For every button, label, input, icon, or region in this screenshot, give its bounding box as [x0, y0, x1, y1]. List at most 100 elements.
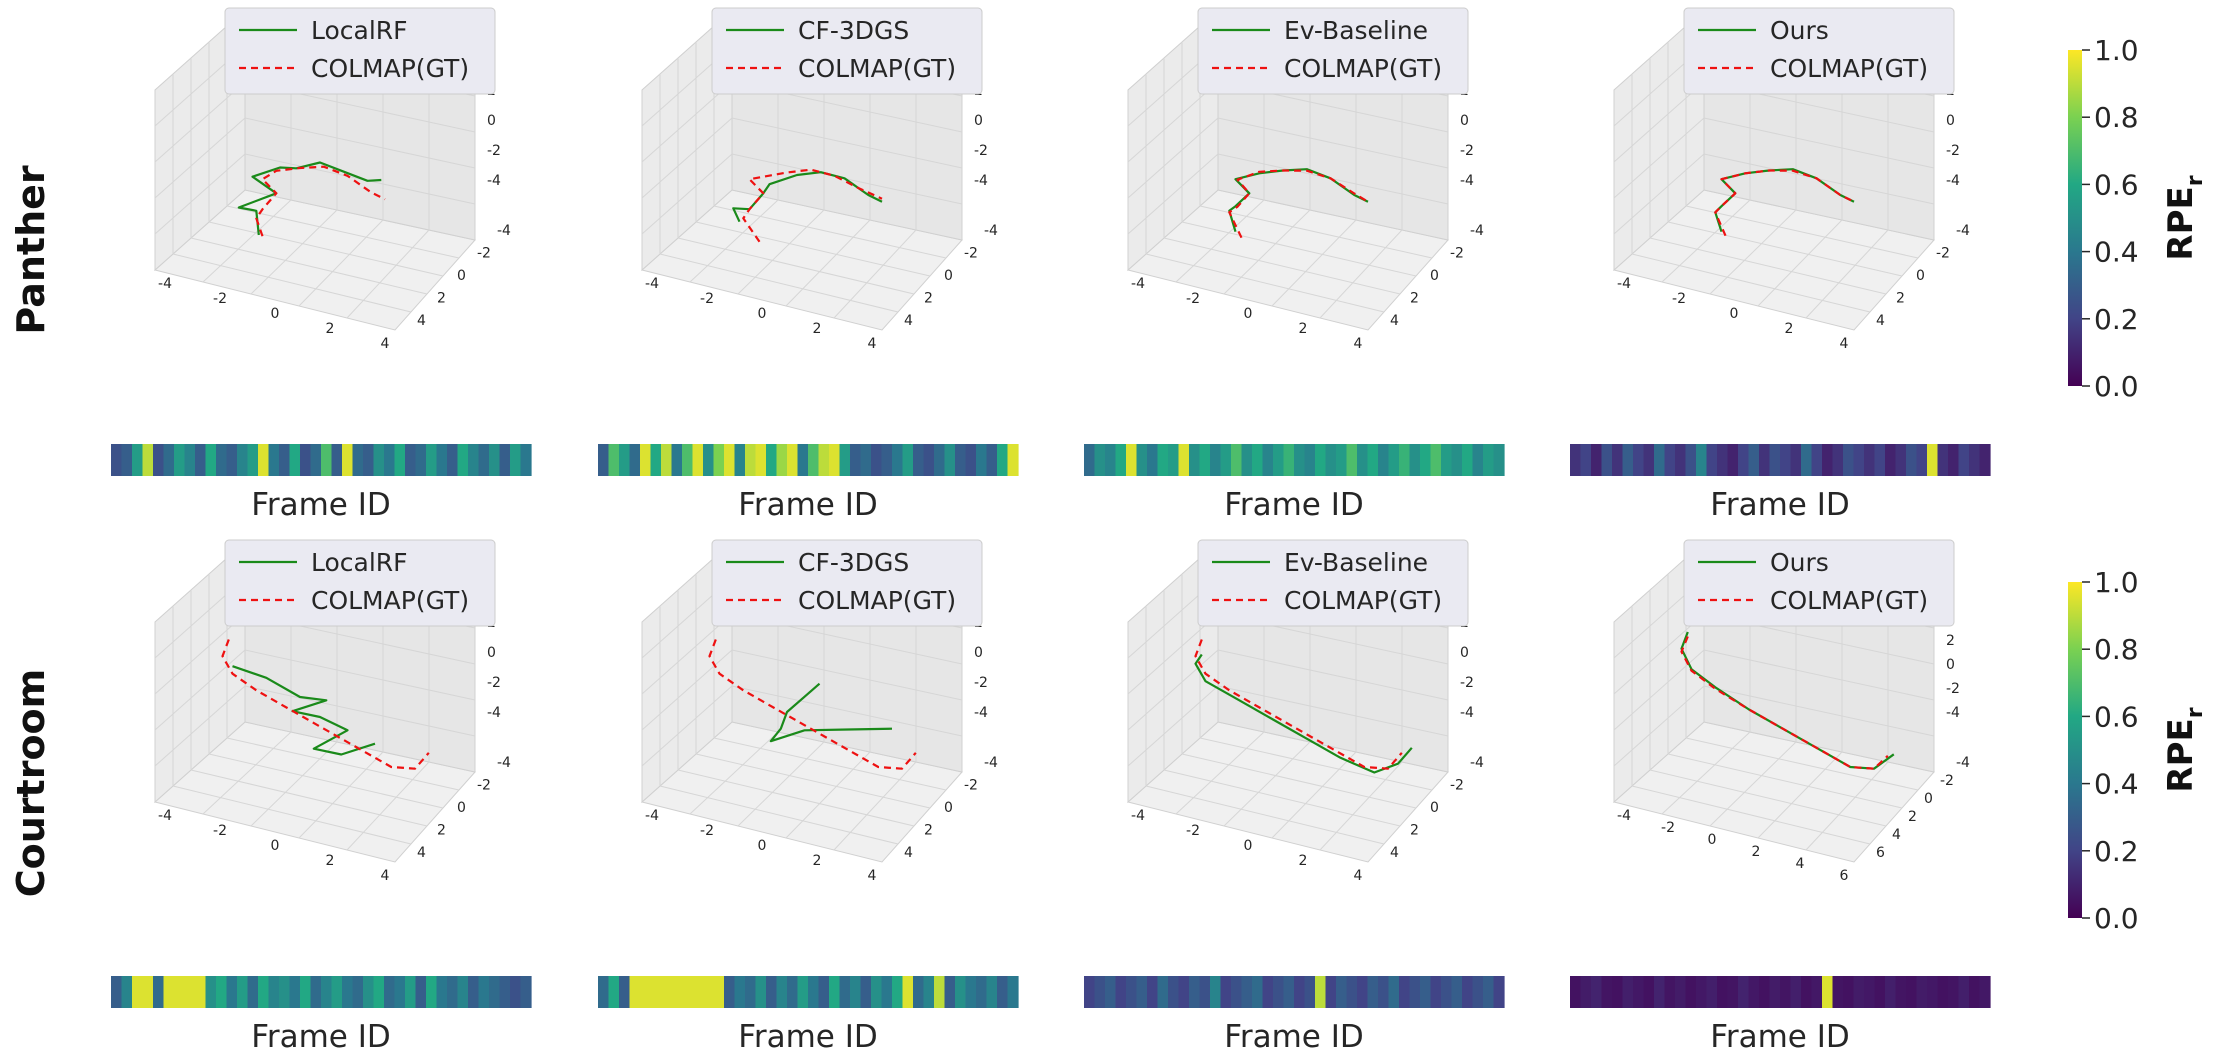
error-strip-cell	[1367, 976, 1379, 1008]
frame-id-label: Frame ID	[738, 1019, 877, 1055]
gt-trajectory-line	[742, 168, 883, 243]
error-strip-cell	[1664, 444, 1676, 476]
error-strip-cell	[174, 444, 186, 476]
grid-line	[737, 209, 825, 295]
error-strip-cell	[1601, 976, 1613, 1008]
error-strip-cell	[1780, 976, 1792, 1008]
legend-entry-label: LocalRF	[311, 16, 408, 45]
legend: Ev-Baseline COLMAP(GT)	[1197, 539, 1469, 627]
y-tick-label: 0	[457, 800, 466, 816]
x-tick-label: -2	[700, 291, 714, 307]
error-strip-cell	[1483, 976, 1495, 1008]
error-strip-cell	[1622, 976, 1634, 1008]
error-strip-cell	[1094, 976, 1106, 1008]
trajectory-panel: -4-2024420-2-4-4-2024CF-3DGSCOLMAP(GT)Fr…	[598, 539, 1019, 1055]
grid-line	[1685, 205, 1919, 259]
estimate-trajectory-line	[232, 665, 376, 756]
error-strip-cell	[776, 976, 788, 1008]
error-strip-cell	[1315, 976, 1327, 1008]
error-strip-cell	[1937, 444, 1949, 476]
error-strip-cell	[839, 444, 851, 476]
gt-trajectory-line	[255, 165, 386, 237]
grid-line	[1127, 117, 1219, 199]
error-strip-cell	[787, 444, 799, 476]
y-tick-label: 6	[1876, 845, 1885, 861]
z-tick-label: -2	[487, 143, 501, 159]
x-tick-label: -2	[213, 823, 227, 839]
error-strip-cell	[1409, 976, 1421, 1008]
error-strip-cell	[1294, 976, 1306, 1008]
error-strip-cell	[1927, 976, 1939, 1008]
error-strip-cell	[808, 976, 820, 1008]
error-strip-cell	[944, 444, 956, 476]
error-strip-cell	[1136, 444, 1148, 476]
grid-line	[1217, 649, 1449, 701]
error-strip-cell	[426, 444, 438, 476]
error-strip-cell	[1769, 976, 1781, 1008]
error-strip-cell	[1790, 444, 1802, 476]
error-strip-cell	[436, 976, 448, 1008]
grid-line	[1805, 761, 1889, 851]
error-strip-cell	[1483, 444, 1495, 476]
error-strip-cell	[1570, 976, 1582, 1008]
y-tick-label: 4	[1892, 827, 1901, 843]
error-strip-cell	[478, 976, 490, 1008]
error-strip-cell	[1304, 976, 1316, 1008]
colorbar-tick-label: 0.6	[2094, 700, 2139, 733]
z-tick-label: -2	[974, 143, 988, 159]
error-strip-cell	[703, 976, 715, 1008]
x-tick-label: -4	[1131, 276, 1145, 292]
error-strip-cell	[415, 444, 427, 476]
colorbar-label: RPEr	[2161, 175, 2208, 260]
grid-line	[1613, 117, 1705, 199]
grid-line	[1319, 229, 1403, 319]
grid-line	[641, 685, 733, 767]
error-strip-cell	[415, 976, 427, 1008]
error-strip-cell	[1388, 444, 1400, 476]
y-tick-label: -4	[497, 223, 511, 239]
error-strip-cell	[902, 444, 914, 476]
error-strip-cell	[163, 444, 175, 476]
z-tick-label: 2	[1946, 633, 1955, 649]
error-strip-cell	[363, 444, 375, 476]
error-strip-cell	[881, 976, 893, 1008]
grid-line	[172, 253, 412, 313]
legend-entry-label: COLMAP(GT)	[1284, 54, 1442, 83]
error-strip-cell	[787, 976, 799, 1008]
error-strip-cell	[934, 976, 946, 1008]
x-tick-label: 0	[758, 838, 767, 854]
error-strip-cell	[1346, 444, 1358, 476]
error-strip-cell	[1612, 444, 1624, 476]
grid-line	[1145, 785, 1385, 845]
error-strip-cell	[703, 444, 715, 476]
error-strip-cell	[1168, 444, 1180, 476]
grid-line	[1703, 117, 1935, 169]
grid-line	[1127, 613, 1219, 695]
error-strip-cell	[1241, 976, 1253, 1008]
error-strip-cell	[1643, 444, 1655, 476]
grid-line	[244, 117, 476, 169]
grid-line	[226, 737, 460, 791]
error-strip-cell	[142, 976, 154, 1008]
error-strip-cell	[184, 976, 196, 1008]
grid-line	[1667, 221, 1903, 277]
error-strip-cell	[944, 976, 956, 1008]
error-strip-cell	[1738, 444, 1750, 476]
grid-line	[346, 229, 430, 319]
error-strip-cell	[902, 976, 914, 1008]
trajectory-panel: -4-2024420-2-4-4-2024LocalRFCOLMAP(GT)Fr…	[111, 7, 532, 523]
grid-line	[1223, 209, 1311, 295]
error-strip-cell	[121, 444, 133, 476]
y-tick-label: 2	[924, 291, 933, 307]
z-tick-label: 0	[487, 113, 496, 129]
x-tick-label: 2	[813, 853, 822, 869]
error-strip-cell	[174, 976, 186, 1008]
colorbar-gradient	[2068, 582, 2082, 918]
error-strip-cell	[426, 976, 438, 1008]
error-strip-cell	[1115, 444, 1127, 476]
error-strip-cell	[268, 444, 280, 476]
error-strip-cell	[1654, 444, 1666, 476]
legend-entry-label: COLMAP(GT)	[311, 54, 469, 83]
error-strip-cell	[1430, 976, 1442, 1008]
x-tick-label: 2	[1299, 321, 1308, 337]
